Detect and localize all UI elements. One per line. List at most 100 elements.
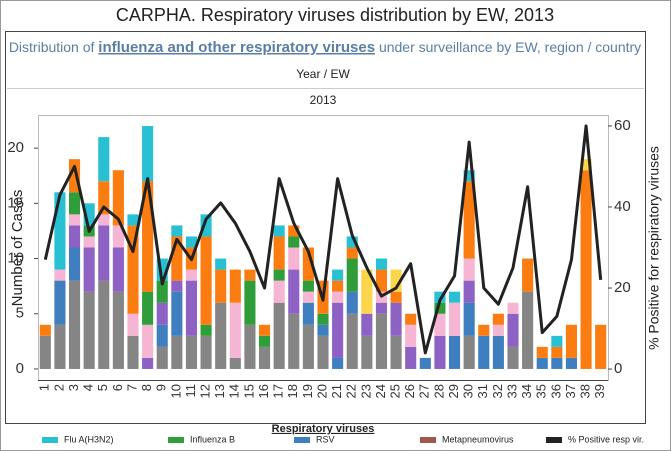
bar-segment <box>127 335 139 369</box>
bar-segment <box>215 302 227 369</box>
x-tick-label: 34 <box>519 384 534 398</box>
bar-segment <box>332 302 344 358</box>
bar-segment <box>112 247 124 292</box>
bar-segment <box>375 313 388 369</box>
subtitle: Distribution of influenza and other resp… <box>9 39 641 56</box>
x-tick-label: 14 <box>227 384 242 398</box>
bar-segment <box>507 346 519 369</box>
x-tick-label: 25 <box>388 384 403 398</box>
bar-segment <box>156 280 168 303</box>
bar-segment <box>229 302 241 358</box>
bar-segment <box>551 357 563 369</box>
bar-segment <box>288 225 300 237</box>
bar-segment <box>375 302 388 314</box>
bar-segment <box>361 313 373 336</box>
bar-segment <box>405 313 417 325</box>
bar-segment <box>478 335 490 369</box>
bar-segment <box>390 291 402 303</box>
bar-segment <box>156 324 168 347</box>
bar-segment <box>200 335 212 369</box>
x-header: Year / EW <box>296 67 350 81</box>
bar-segment <box>302 302 314 325</box>
bar-segment <box>112 291 124 369</box>
bar-segment <box>39 324 51 336</box>
bar-segment <box>288 236 300 248</box>
x-tick-label: 33 <box>504 384 519 398</box>
bar-segment <box>244 324 256 369</box>
bar-segment <box>405 346 417 369</box>
bar-segment <box>171 280 183 292</box>
bar-segment <box>68 214 81 226</box>
bar-segment <box>580 159 592 171</box>
bar-segment <box>536 346 548 358</box>
bar-segment <box>171 335 183 369</box>
bar-segment <box>83 247 95 292</box>
bar-segment <box>244 280 256 325</box>
x-tick-label: 9 <box>154 384 169 391</box>
bar-segment <box>463 181 475 259</box>
bar-segment <box>463 302 475 336</box>
bar-segment <box>54 324 66 369</box>
legend-label: RSV <box>316 434 335 444</box>
bar-segment <box>551 346 563 358</box>
x-tick-label: 10 <box>168 384 183 398</box>
bar-segment <box>346 236 358 248</box>
y2-tick-label: 20 <box>614 279 631 296</box>
bar-segment <box>463 170 475 182</box>
bar-segment <box>156 258 168 281</box>
bar-segment <box>390 302 402 336</box>
x-tick-label: 38 <box>578 384 593 398</box>
bar-segment <box>156 346 168 369</box>
y-tick-label: 20 <box>7 139 24 156</box>
x-tick-label: 24 <box>373 384 388 398</box>
bar-segment <box>185 269 198 281</box>
bar-segment <box>83 236 95 248</box>
y-axis-label: Number of Cases <box>9 190 26 307</box>
bar-segment <box>98 225 110 281</box>
legend-title: Respiratory viruses <box>272 423 375 435</box>
x-tick-label: 16 <box>256 384 271 398</box>
x-tick-label: 17 <box>271 384 286 398</box>
bar-segment <box>463 258 475 281</box>
x-tick-label: 12 <box>198 384 213 398</box>
bar-segment <box>200 236 212 325</box>
bar-segment <box>273 225 285 237</box>
bar-segment <box>507 302 519 314</box>
y-tick-label: 10 <box>7 250 24 267</box>
bar-segment <box>448 291 461 303</box>
bar-segment <box>68 159 81 193</box>
x-tick-label: 15 <box>241 384 256 398</box>
legend-label: Flu A(H3N2) <box>64 434 114 444</box>
bar-segment <box>507 313 519 347</box>
x-tick-label: 30 <box>461 384 476 398</box>
bar-segment <box>405 324 417 347</box>
bar-segment <box>580 170 592 369</box>
bar-segment <box>332 269 344 281</box>
bar-segment <box>142 126 154 182</box>
bar-segment <box>332 291 344 303</box>
bar-segment <box>142 181 154 292</box>
bar-segment <box>127 225 139 314</box>
bar-segment <box>361 335 373 369</box>
bar-segment <box>375 258 388 270</box>
bar-segment <box>244 269 256 281</box>
bar-segment <box>39 335 51 369</box>
legend-swatch <box>168 437 184 443</box>
bar-segment <box>434 302 446 314</box>
bar-segment <box>273 302 285 369</box>
x-tick-label: 37 <box>563 384 578 398</box>
bar-segment <box>54 280 66 325</box>
bar-segment <box>390 269 402 292</box>
bar-segment <box>83 203 95 226</box>
bar-segment <box>171 236 183 281</box>
bar-segment <box>54 269 66 281</box>
bar-segment <box>229 269 241 303</box>
y-tick-label: 15 <box>7 194 24 211</box>
x-tick-label: 29 <box>446 384 461 398</box>
bar-segment <box>185 280 198 336</box>
bar-segment <box>375 269 388 292</box>
x-tick-label: 32 <box>490 384 505 398</box>
x-tick-label: 23 <box>358 384 373 398</box>
